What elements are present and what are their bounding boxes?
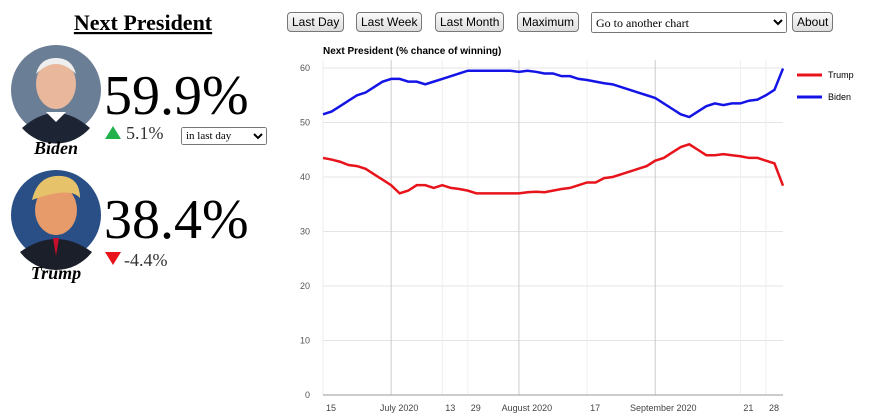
candidate-odds: 59.9% (104, 65, 249, 127)
chart-title: Next President (% chance of winning) (323, 46, 501, 57)
chart-select[interactable]: Go to another chart (591, 12, 787, 33)
candidate-odds: 38.4% (104, 189, 249, 251)
y-tick-label: 10 (300, 336, 310, 346)
y-tick-label: 60 (300, 63, 310, 73)
page-title: Next President (74, 10, 213, 35)
legend-label: Biden (828, 92, 851, 102)
y-tick-label: 20 (300, 281, 310, 291)
candidate-name: Trump (31, 263, 81, 283)
about-button[interactable]: About (792, 12, 834, 32)
up-arrow (105, 126, 121, 139)
nav-button[interactable]: Last Day (287, 12, 345, 32)
period-select[interactable]: in last day (181, 127, 267, 145)
x-tick-label: 21 (743, 403, 753, 413)
biden-avatar (11, 45, 101, 144)
trump-avatar (11, 170, 101, 270)
x-tick-label: September 2020 (630, 403, 697, 413)
y-tick-label: 0 (305, 390, 310, 400)
series-line (322, 142, 785, 195)
y-tick-label: 40 (300, 172, 310, 182)
x-tick-label: August 2020 (502, 403, 553, 413)
x-tick-label: 28 (769, 403, 779, 413)
x-tick-label: July 2020 (380, 403, 419, 413)
y-tick-label: 30 (300, 227, 310, 237)
candidate-change: -4.4% (124, 250, 168, 270)
x-tick-label: 17 (590, 403, 600, 413)
y-tick-label: 50 (300, 118, 310, 128)
series-line (322, 68, 785, 119)
x-tick-label: 29 (471, 403, 481, 413)
x-tick-label: 13 (445, 403, 455, 413)
nav-button[interactable]: Maximum (517, 12, 580, 32)
legend-label: Trump (828, 70, 854, 80)
x-tick-label: 15 (326, 403, 336, 413)
down-arrow (105, 252, 121, 265)
candidate-name: Biden (33, 138, 78, 158)
candidate-change: 5.1% (126, 123, 164, 143)
nav-button[interactable]: Last Week (356, 12, 423, 32)
nav-button[interactable]: Last Month (435, 12, 505, 32)
